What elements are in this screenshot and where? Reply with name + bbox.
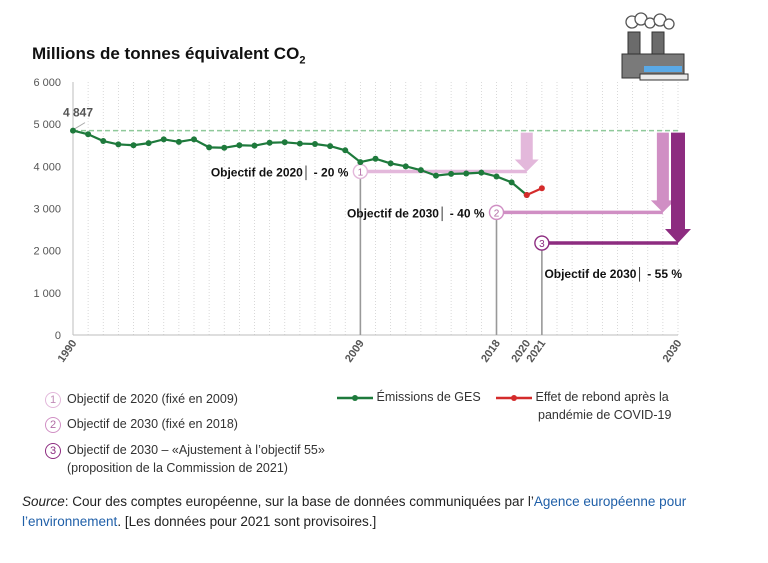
data-point bbox=[327, 143, 334, 150]
data-point bbox=[296, 140, 303, 147]
data-point bbox=[312, 140, 318, 147]
y-tick-label: 6 000 bbox=[33, 77, 61, 89]
target-label-2: Objectif de 2030│ - 40 % bbox=[347, 206, 485, 221]
data-point bbox=[448, 170, 455, 177]
chart-title: Millions de tonnes équivalent CO2 bbox=[32, 44, 306, 67]
x-tick-label: 2018 bbox=[479, 338, 503, 365]
target-badge-num-2: 2 bbox=[494, 208, 500, 219]
data-point bbox=[493, 173, 500, 180]
eea-link[interactable]: Agence européenne pour l’environnement bbox=[22, 494, 687, 529]
data-point bbox=[281, 139, 288, 146]
data-point bbox=[402, 163, 409, 170]
y-tick-label: 1 000 bbox=[33, 288, 61, 300]
legend-ges: Émissions de GES bbox=[337, 388, 481, 406]
x-tick-label: 2009 bbox=[343, 338, 367, 365]
source-note: Source: Cour des comptes européenne, sur… bbox=[22, 494, 687, 529]
data-point bbox=[206, 144, 213, 151]
legend-rebound: Effet de rebond après la pandémie de COV… bbox=[496, 388, 696, 424]
legend-target-1: 1 Objectif de 2020 (fixé en 2009) bbox=[45, 390, 238, 408]
data-point bbox=[221, 144, 228, 151]
y-tick-label: 5 000 bbox=[33, 119, 61, 131]
x-tick-label: 2030 bbox=[661, 338, 685, 365]
data-point bbox=[266, 139, 273, 146]
factory-icon bbox=[621, 12, 689, 81]
data-point bbox=[145, 140, 152, 147]
data-point bbox=[251, 142, 258, 149]
ges-legend-marker bbox=[337, 394, 373, 401]
rebound-legend-marker bbox=[496, 394, 532, 401]
data-point bbox=[538, 185, 545, 192]
target-3-badge: 3 bbox=[45, 442, 61, 459]
series-line-0 bbox=[72, 129, 528, 196]
data-point bbox=[387, 160, 394, 167]
data-point bbox=[175, 138, 182, 145]
target-arrow-1 bbox=[514, 132, 539, 172]
data-point bbox=[70, 127, 76, 134]
data-point bbox=[236, 142, 243, 149]
data-point bbox=[342, 147, 349, 154]
data-point bbox=[523, 192, 530, 199]
target-arrow-3 bbox=[665, 132, 691, 244]
target-label-3: Objectif de 2030│ - 55 % bbox=[544, 267, 682, 282]
target-badge-3 bbox=[534, 235, 550, 251]
y-tick-label: 0 bbox=[55, 330, 61, 342]
data-point bbox=[417, 167, 424, 174]
data-point bbox=[160, 136, 167, 143]
reference-leader bbox=[74, 122, 86, 130]
y-tick-label: 4 000 bbox=[33, 161, 61, 173]
target-arrow-2 bbox=[650, 132, 675, 213]
data-point bbox=[115, 141, 122, 148]
legend-target-3: 3 Objectif de 2030 – «Ajustement à l’obje… bbox=[45, 441, 325, 477]
data-point bbox=[372, 155, 379, 162]
reference-value-label: 4 847 bbox=[63, 106, 93, 120]
data-point bbox=[130, 142, 137, 149]
data-point bbox=[463, 170, 470, 177]
data-point bbox=[85, 131, 92, 138]
legend-target-2: 2 Objectif de 2030 (fixé en 2018) bbox=[45, 415, 238, 433]
data-point bbox=[191, 136, 197, 143]
target-label-1: Objectif de 2020│ - 20 % bbox=[211, 165, 349, 180]
target-badge-2 bbox=[488, 204, 505, 221]
target-badge-num-1: 1 bbox=[358, 167, 364, 178]
target-badge-num-3: 3 bbox=[539, 239, 545, 250]
data-point bbox=[508, 179, 515, 186]
y-tick-label: 3 000 bbox=[33, 204, 61, 216]
target-2-badge: 2 bbox=[45, 416, 61, 433]
y-tick-label: 2 000 bbox=[33, 246, 61, 258]
data-point bbox=[357, 159, 364, 166]
target-1-badge: 1 bbox=[45, 391, 61, 408]
data-point bbox=[100, 138, 107, 145]
data-point bbox=[478, 169, 485, 176]
data-point bbox=[433, 172, 439, 179]
